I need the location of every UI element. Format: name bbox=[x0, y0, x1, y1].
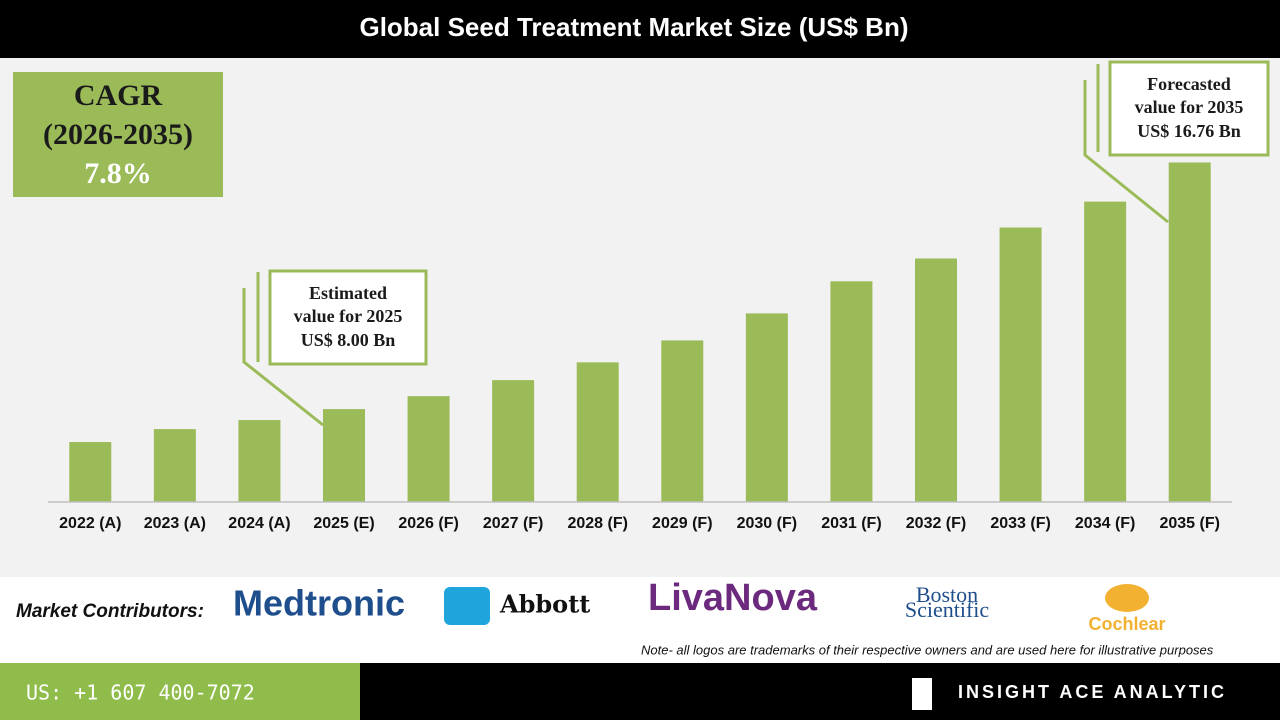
logo: Abbott bbox=[499, 590, 590, 619]
x-tick-label: 2034 (F) bbox=[1075, 515, 1135, 532]
x-tick-label: 2023 (A) bbox=[144, 515, 206, 532]
annotation-box bbox=[1108, 60, 1270, 157]
x-tick-label: 2032 (F) bbox=[906, 515, 966, 532]
annotation-text: US$ 8.00 Bn bbox=[301, 330, 396, 350]
x-tick-label: 2025 (E) bbox=[313, 515, 374, 532]
bar bbox=[830, 281, 873, 502]
x-tick-label: 2030 (F) bbox=[737, 515, 797, 532]
x-tick-label: 2031 (F) bbox=[821, 515, 881, 532]
bar bbox=[576, 362, 619, 502]
annotation-text: value for 2035 bbox=[1135, 97, 1244, 117]
logo: Cochlear bbox=[1088, 614, 1165, 634]
annotation-connector bbox=[1083, 80, 1169, 224]
x-tick-label: 2033 (F) bbox=[990, 515, 1050, 532]
x-tick-label: 2028 (F) bbox=[567, 515, 627, 532]
bar bbox=[153, 429, 196, 502]
logo: Boston bbox=[916, 582, 978, 607]
x-tick-label: 2022 (A) bbox=[59, 515, 121, 532]
bar bbox=[69, 442, 112, 502]
bar bbox=[1168, 162, 1211, 502]
x-tick-label: 2024 (A) bbox=[228, 515, 290, 532]
brand-bar bbox=[360, 663, 1280, 720]
bar bbox=[238, 420, 281, 502]
x-tick-label: 2035 (F) bbox=[1159, 515, 1219, 532]
phone-bar bbox=[0, 663, 360, 720]
annotation-text: Estimated bbox=[309, 283, 387, 303]
note: Note- all logos are trademarks of their … bbox=[641, 642, 1214, 657]
bar bbox=[323, 409, 365, 502]
bar bbox=[915, 258, 957, 502]
brand-icon bbox=[912, 678, 932, 710]
chart-title: Global Seed Treatment Market Size (US$ B… bbox=[359, 12, 908, 42]
logo: LivaNova bbox=[648, 577, 818, 619]
cagr-label: CAGR bbox=[74, 79, 163, 112]
phone: US: +1 607 400-7072 bbox=[26, 681, 255, 705]
title-bar bbox=[0, 0, 1280, 58]
annotation-text: Forecasted bbox=[1147, 74, 1231, 94]
cagr-box bbox=[13, 72, 223, 197]
bar bbox=[745, 313, 788, 502]
logo-icon bbox=[444, 587, 490, 625]
bar bbox=[492, 380, 535, 502]
x-tick-label: 2027 (F) bbox=[483, 515, 543, 532]
annotation-text: US$ 16.76 Bn bbox=[1137, 121, 1241, 141]
cagr-value: 7.8% bbox=[84, 157, 152, 190]
logo: Medtronic bbox=[233, 583, 405, 624]
bar bbox=[661, 340, 704, 502]
logo: Scientific bbox=[905, 597, 990, 622]
brand: INSIGHT ACE ANALYTIC bbox=[958, 682, 1227, 702]
logo-icon bbox=[1105, 584, 1149, 612]
contributors-label: Market Contributors: bbox=[16, 601, 204, 622]
x-tick-label: 2029 (F) bbox=[652, 515, 712, 532]
bar bbox=[999, 227, 1042, 502]
bar bbox=[1084, 201, 1127, 502]
annotation-text: value for 2025 bbox=[294, 306, 403, 326]
bar bbox=[407, 396, 450, 502]
x-tick-label: 2026 (F) bbox=[398, 515, 458, 532]
annotation-box bbox=[268, 269, 428, 366]
annotation-connector bbox=[242, 288, 324, 427]
cagr-period: (2026-2035) bbox=[43, 118, 193, 151]
